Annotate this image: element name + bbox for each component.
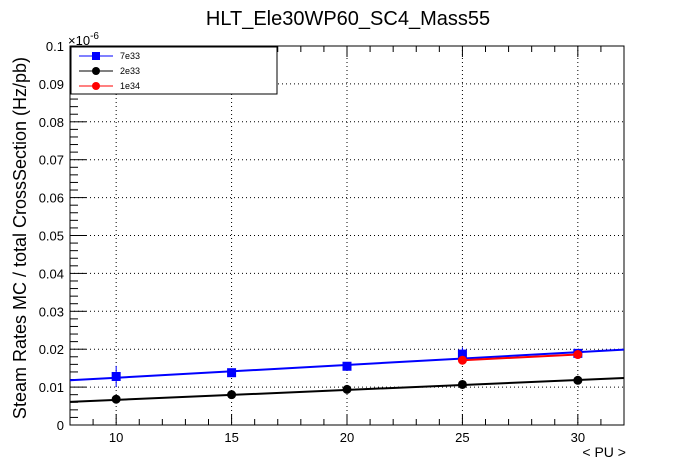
y-tick-label: 0.09 [39,77,64,92]
series-2e33 [69,375,625,404]
data-point [457,349,467,359]
legend-label: 2e33 [120,66,140,76]
x-tick-label: 25 [455,430,469,445]
y-tick-label: 0.01 [39,380,64,395]
y-tick-label: 0.1 [46,39,64,54]
series-layer [69,347,625,404]
legend-marker [92,82,100,90]
x-axis-label: < PU > [582,444,626,460]
data-point [111,371,121,381]
legend-label: 7e33 [120,51,140,61]
y-tick-label: 0.06 [39,191,64,206]
y-tick-label: 0 [57,418,64,433]
legend-marker [92,52,100,60]
axes: 10 15 20 25 30 0 0.01 0.02 0.03 0.04 0.05 0.06 0.07 0… [39,39,625,445]
data-point [457,355,467,365]
x-tick-label: 10 [109,430,123,445]
legend-label: 1e34 [120,81,140,91]
x-tick-label: 15 [224,430,238,445]
data-point [227,368,237,378]
x-tick-label: 30 [571,430,585,445]
data-point [111,394,121,404]
data-point [342,384,352,394]
y-exponent-base: ×10 [68,33,90,48]
y-tick-label: 0.07 [39,153,64,168]
series-1e34 [457,350,583,365]
chart-title: HLT_Ele30WP60_SC4_Mass55 [206,8,490,30]
y-tick-label: 0.04 [39,266,64,281]
legend: 7e33 2e33 1e34 [70,46,278,95]
fit-line-1e34 [462,353,578,362]
x-tick-label: 20 [340,430,354,445]
data-point [342,361,352,371]
y-exponent-power: -6 [90,31,99,42]
data-point [457,379,467,389]
data-point [227,390,237,400]
y-tick-label: 0.08 [39,115,64,130]
y-tick-label: 0.05 [39,229,64,244]
data-point [573,350,583,360]
y-tick-label: 0.03 [39,304,64,319]
y-axis-label: Steam Rates MC / total CrossSection (Hz/… [10,57,30,419]
data-point [573,375,583,385]
y-axis-exponent: ×10-6 [68,31,99,48]
y-tick-label: 0.02 [39,342,64,357]
legend-marker [92,67,100,75]
